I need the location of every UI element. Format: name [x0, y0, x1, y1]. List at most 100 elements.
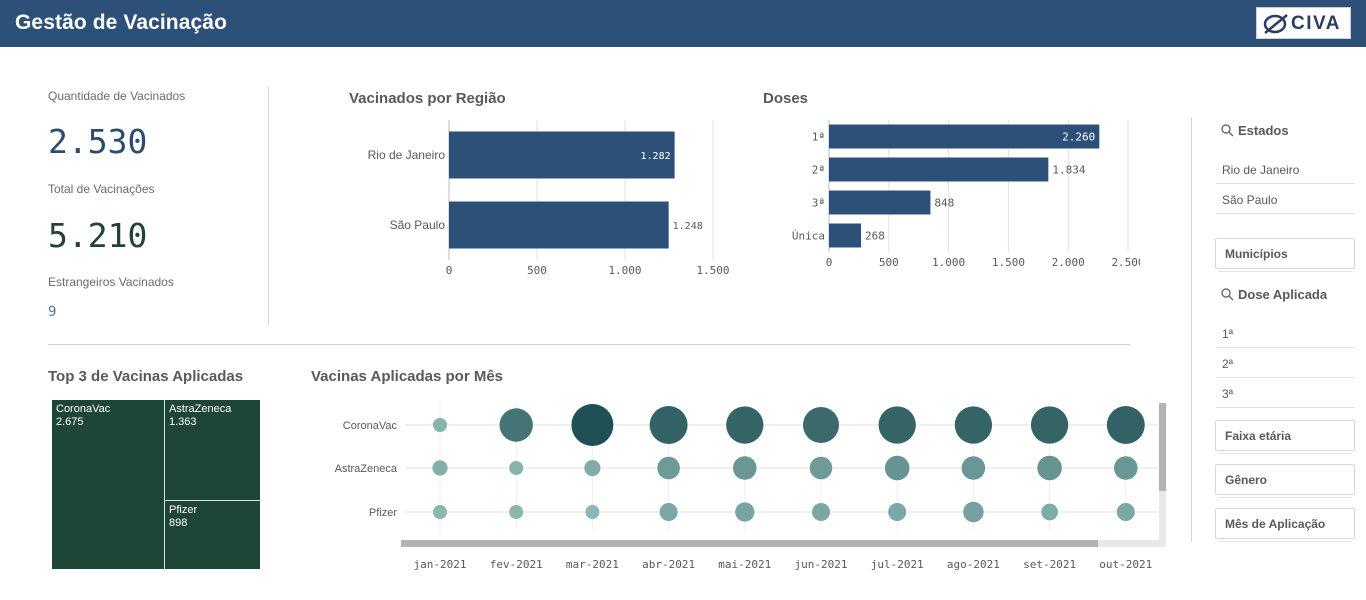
- bubble: [571, 404, 614, 446]
- doses-bar-chart[interactable]: 0 500 1.000 1.500 2.000 2.500 1ª 2.260 2ª 1.834 3ª…: [760, 115, 1140, 295]
- treemap-cell-pfizer[interactable]: Pfizer 898: [165, 501, 260, 569]
- civa-logo: CIVA: [1256, 7, 1351, 39]
- filter-item-dose-2[interactable]: 2ª: [1216, 349, 1355, 378]
- bubble: [888, 502, 907, 522]
- monthly-chart-title: Vacinas Aplicadas por Mês: [311, 368, 504, 385]
- section-divider: [48, 344, 1130, 345]
- filter-item-rio-de-janeiro[interactable]: Rio de Janeiro: [1216, 155, 1355, 184]
- x-tick-label: 0: [446, 264, 453, 277]
- bubble: [499, 408, 533, 442]
- x-tick-label: 2.000: [1052, 256, 1085, 269]
- filter-item-dose-3[interactable]: 3ª: [1216, 379, 1355, 408]
- x-tick-label: 1.000: [932, 256, 965, 269]
- x-tick-label: 500: [527, 264, 547, 277]
- monthly-bubble-chart[interactable]: CoronaVac AstraZeneca Pfizer jan-2021 fev-20…: [300, 395, 1180, 580]
- treemap-cell-coronavac[interactable]: CoronaVac 2.675: [52, 400, 165, 569]
- vaccinated-label: Quantidade de Vacinados: [48, 89, 186, 103]
- treemap-value: 1.363: [169, 416, 197, 428]
- x-tick-label: ago-2021: [947, 558, 1000, 571]
- filter-divider: [1191, 118, 1192, 542]
- foreign-label: Estrangeiros Vacinados: [48, 275, 174, 289]
- vaccine-treemap[interactable]: CoronaVac 2.675 AstraZeneca 1.363 Pfizer…: [52, 400, 260, 569]
- x-tick-label: 1.000: [608, 264, 641, 277]
- treemap-label: CoronaVac: [56, 403, 111, 415]
- filter-item-dose-1[interactable]: 1ª: [1216, 319, 1355, 348]
- data-label: 268: [865, 230, 885, 243]
- treemap-value: 898: [169, 517, 188, 529]
- bubble: [584, 459, 601, 477]
- x-tick-label: jun-2021: [795, 558, 848, 571]
- category-label: 1ª: [812, 131, 825, 144]
- treemap-label: Pfizer: [169, 504, 198, 516]
- bubble: [649, 406, 688, 444]
- filter-faixa-etaria[interactable]: Faixa etária: [1215, 420, 1355, 454]
- top-bar: Gestão de Vacinação CIVA: [0, 0, 1366, 47]
- bubble: [1041, 503, 1058, 521]
- bubble: [1116, 502, 1135, 522]
- x-tick-label: jul-2021: [871, 558, 924, 571]
- total-value: 5.210: [48, 216, 148, 255]
- bubble: [433, 418, 447, 432]
- x-tick-label: 1.500: [696, 264, 729, 277]
- category-label: 2ª: [812, 164, 825, 177]
- bubble: [432, 460, 448, 476]
- x-tick-label: 500: [879, 256, 899, 269]
- x-tick-label: 1.500: [992, 256, 1025, 269]
- foreign-value: 9: [48, 304, 57, 320]
- bubble: [1106, 406, 1145, 444]
- filter-municipios[interactable]: Municípios: [1215, 238, 1355, 272]
- x-tick-label: abr-2021: [642, 558, 695, 571]
- region-chart-title: Vacinados por Região: [349, 90, 506, 107]
- bubble: [732, 456, 757, 480]
- bubble: [809, 456, 833, 480]
- region-bar-chart[interactable]: 0 500 1.000 1.500 Rio de Janeiro 1.282 São Pau…: [340, 115, 730, 295]
- data-label: 2.260: [1062, 131, 1095, 144]
- search-icon: [1221, 288, 1234, 301]
- bar: [449, 201, 669, 249]
- x-tick-label: 2.500: [1111, 256, 1140, 269]
- bubble: [585, 505, 600, 519]
- filter-dose-title: Dose Aplicada: [1238, 287, 1328, 302]
- bubble: [878, 406, 916, 444]
- bar: [829, 190, 931, 215]
- treemap-label: AstraZeneca: [169, 403, 232, 415]
- filter-estados-title: Estados: [1238, 123, 1289, 138]
- row-label: AstraZeneca: [335, 463, 398, 475]
- kpi-divider: [268, 87, 269, 325]
- treemap-title: Top 3 de Vacinas Aplicadas: [48, 368, 244, 385]
- bubble: [954, 406, 993, 444]
- bubble: [963, 501, 984, 523]
- bubble: [735, 502, 755, 522]
- bubble: [884, 455, 910, 481]
- bubble: [726, 406, 764, 444]
- bar: [829, 223, 862, 248]
- bubble: [433, 505, 447, 519]
- treemap-cell-astrazeneca[interactable]: AstraZeneca 1.363: [165, 400, 260, 501]
- x-tick-label: out-2021: [1099, 558, 1152, 571]
- category-label: Rio de Janeiro: [368, 148, 446, 162]
- filter-genero[interactable]: Gênero: [1215, 464, 1355, 498]
- bubble: [1037, 455, 1062, 481]
- data-label: 1.834: [1052, 164, 1085, 177]
- bubble: [811, 502, 831, 522]
- filter-item-sao-paulo[interactable]: São Paulo: [1216, 185, 1355, 214]
- filter-mes-aplicacao[interactable]: Mês de Aplicação: [1215, 508, 1355, 542]
- category-label: Única: [792, 230, 825, 243]
- bubble: [657, 456, 680, 480]
- bubble: [961, 456, 986, 480]
- x-tick-label: jan-2021: [414, 558, 467, 571]
- logo-text: CIVA: [1291, 13, 1341, 34]
- treemap-value: 2.675: [56, 416, 84, 428]
- v-scrollbar-thumb: [1159, 403, 1166, 491]
- bubble: [1030, 406, 1069, 444]
- bar: [449, 131, 675, 179]
- x-tick-label: set-2021: [1023, 558, 1076, 571]
- row-label: CoronaVac: [343, 420, 398, 432]
- row-label: Pfizer: [369, 507, 397, 519]
- bubble: [509, 505, 524, 519]
- category-label: 3ª: [812, 197, 825, 210]
- h-scrollbar-thumb: [401, 540, 1098, 547]
- bubble: [509, 461, 524, 475]
- bar: [829, 157, 1049, 182]
- x-tick-label: fev-2021: [490, 558, 543, 571]
